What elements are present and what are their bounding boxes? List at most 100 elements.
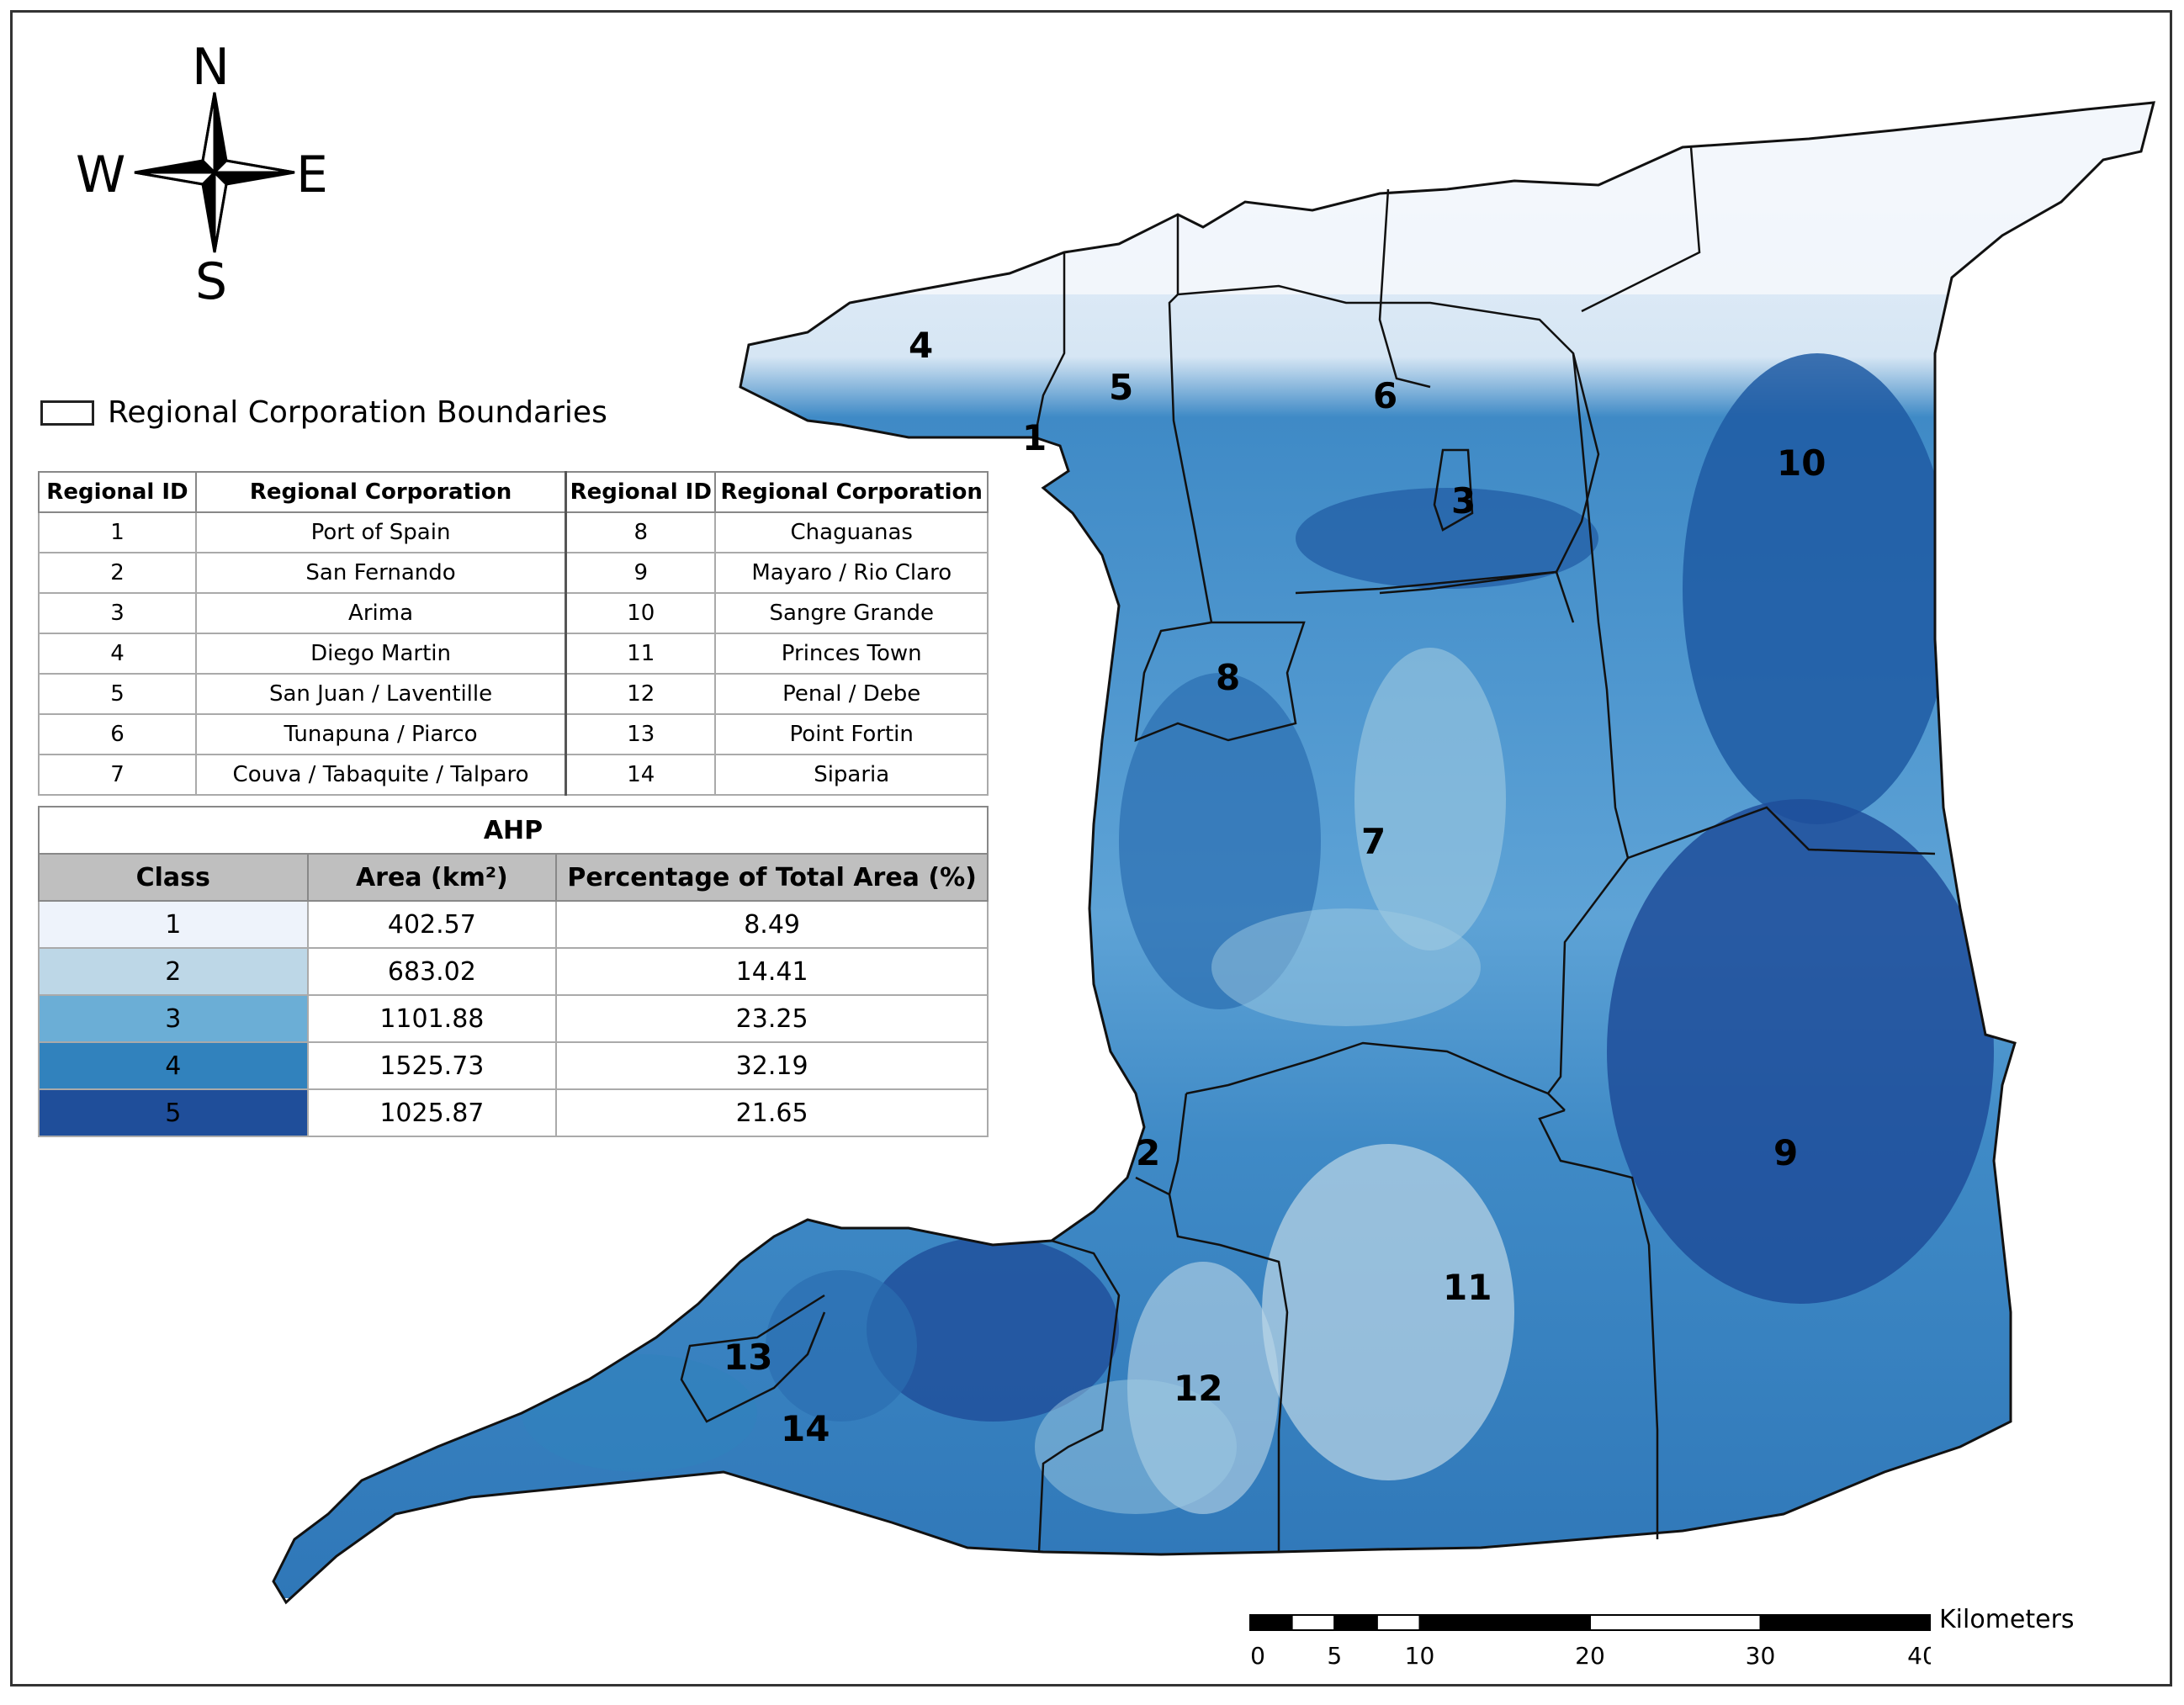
scale-tick-label: 5 xyxy=(1327,1642,1342,1670)
table-row: 1 Port of Spain 8 Chaguanas xyxy=(38,511,989,553)
area-cell: 1025.87 xyxy=(306,1088,558,1137)
class-swatch-cell: 1 xyxy=(38,900,309,949)
table-row: 3 1101.88 23.25 xyxy=(38,994,989,1043)
regional-id-cell: 5 xyxy=(38,673,197,715)
ahp-table-title: AHP xyxy=(38,806,989,855)
boundary-legend: Regional Corporation Boundaries xyxy=(40,395,607,430)
class-swatch-cell: 5 xyxy=(38,1088,309,1137)
compass-east: E xyxy=(296,146,328,204)
region-label-11: 11 xyxy=(1443,1267,1492,1308)
regional-id-cell: 2 xyxy=(38,552,197,594)
regional-corporation-cell: Arima xyxy=(194,592,567,634)
regional-id-cell: 13 xyxy=(565,713,717,755)
ahp-table: AHP Class Area (km²) Percentage of Total… xyxy=(38,806,989,1137)
class-swatch-cell: 4 xyxy=(38,1041,309,1090)
regional-id-cell: 14 xyxy=(565,754,717,796)
scale-segment xyxy=(1249,1614,1293,1631)
area-cell: 402.57 xyxy=(306,900,558,949)
region-label-2: 2 xyxy=(1136,1132,1160,1173)
region-label-3: 3 xyxy=(1451,480,1476,522)
scale-segment xyxy=(1291,1614,1336,1631)
map-frame xyxy=(10,10,2172,1686)
percentage-cell: 8.49 xyxy=(555,900,989,949)
table-row: 4 1525.73 32.19 xyxy=(38,1041,989,1090)
compass-rose: N S W E xyxy=(76,38,345,311)
table-row: 5 San Juan / Laventille 12 Penal / Debe xyxy=(38,673,989,715)
scale-tick-label: 0 xyxy=(1250,1642,1265,1670)
class-swatch-cell: 2 xyxy=(38,947,309,996)
regional-corporation-cell: Princes Town xyxy=(714,633,989,675)
region-label-8: 8 xyxy=(1216,657,1240,698)
region-label-10: 10 xyxy=(1777,442,1826,484)
header-percentage: Percentage of Total Area (%) xyxy=(555,853,989,902)
regional-corporation-cell: Sangre Grande xyxy=(714,592,989,634)
regional-corporation-cell: San Juan / Laventille xyxy=(194,673,567,715)
class-swatch-cell: 3 xyxy=(38,994,309,1043)
table-row: 2 San Fernando 9 Mayaro / Rio Claro xyxy=(38,552,989,594)
region-label-1: 1 xyxy=(1022,417,1047,458)
scale-segment xyxy=(1759,1614,1931,1631)
table-row: 5 1025.87 21.65 xyxy=(38,1088,989,1137)
header-regional-corporation-2: Regional Corporation xyxy=(714,471,989,513)
regional-corporation-cell: Penal / Debe xyxy=(714,673,989,715)
regional-corporation-cell: Siparia xyxy=(714,754,989,796)
regional-corporation-cell: Port of Spain xyxy=(194,511,567,553)
region-label-5: 5 xyxy=(1109,367,1133,408)
scale-units: Kilometers xyxy=(1939,1605,2075,1634)
regional-corporation-cell: Diego Martin xyxy=(194,633,567,675)
scale-segment xyxy=(1589,1614,1762,1631)
scale-segment xyxy=(1333,1614,1378,1631)
regional-corporation-cell: Mayaro / Rio Claro xyxy=(714,552,989,594)
regional-corporation-cell: Chaguanas xyxy=(714,511,989,553)
header-regional-corporation: Regional Corporation xyxy=(194,471,567,513)
percentage-cell: 32.19 xyxy=(555,1041,989,1090)
regional-id-cell: 7 xyxy=(38,754,197,796)
scale-tick-label: 20 xyxy=(1575,1642,1605,1670)
table-row: 6 Tunapuna / Piarco 13 Point Fortin xyxy=(38,713,989,755)
area-cell: 683.02 xyxy=(306,947,558,996)
regional-corporation-cell: Point Fortin xyxy=(714,713,989,755)
region-label-12: 12 xyxy=(1174,1368,1222,1409)
regional-id-cell: 6 xyxy=(38,713,197,755)
table-row: 4 Diego Martin 11 Princes Town xyxy=(38,633,989,675)
boundary-legend-label: Regional Corporation Boundaries xyxy=(108,395,607,430)
region-label-7: 7 xyxy=(1361,821,1386,862)
boundary-swatch xyxy=(40,400,94,426)
scale-segment xyxy=(1376,1614,1421,1631)
area-cell: 1525.73 xyxy=(306,1041,558,1090)
region-label-9: 9 xyxy=(1773,1132,1798,1173)
compass-south: S xyxy=(195,252,228,311)
percentage-cell: 21.65 xyxy=(555,1088,989,1137)
scale-tick-label: 40 xyxy=(1907,1642,1931,1670)
regional-id-cell: 11 xyxy=(565,633,717,675)
regional-id-cell: 9 xyxy=(565,552,717,594)
coastline xyxy=(272,101,2155,1605)
header-regional-id: Regional ID xyxy=(38,471,197,513)
table-row: 3 Arima 10 Sangre Grande xyxy=(38,592,989,634)
table-row: 7 Couva / Tabaquite / Talparo 14 Siparia xyxy=(38,754,989,796)
regional-id-cell: 12 xyxy=(565,673,717,715)
header-class: Class xyxy=(38,853,309,902)
region-label-6: 6 xyxy=(1373,375,1397,416)
compass-icon xyxy=(134,92,295,253)
region-table-header: Regional ID Regional Corporation Regiona… xyxy=(38,471,989,513)
region-label-4: 4 xyxy=(909,325,933,366)
region-table: Regional ID Regional Corporation Regiona… xyxy=(38,471,989,796)
percentage-cell: 14.41 xyxy=(555,947,989,996)
table-row: 2 683.02 14.41 xyxy=(38,947,989,996)
regional-corporation-cell: Couva / Tabaquite / Talparo xyxy=(194,754,567,796)
scale-tick-label: 30 xyxy=(1746,1642,1776,1670)
scale-tick-label: 10 xyxy=(1405,1642,1435,1670)
region-labels: 1 2 3 4 5 6 7 8 9 10 11 12 13 14 xyxy=(724,325,1826,1449)
scale-segment xyxy=(1418,1614,1591,1631)
table-row: 1 402.57 8.49 xyxy=(38,900,989,949)
regional-id-cell: 10 xyxy=(565,592,717,634)
compass-north: N xyxy=(192,38,230,97)
regional-id-cell: 1 xyxy=(38,511,197,553)
region-label-13: 13 xyxy=(724,1337,772,1378)
regional-corporation-cell: Tunapuna / Piarco xyxy=(194,713,567,755)
header-area: Area (km²) xyxy=(306,853,558,902)
area-cell: 1101.88 xyxy=(306,994,558,1043)
region-label-14: 14 xyxy=(781,1408,830,1449)
